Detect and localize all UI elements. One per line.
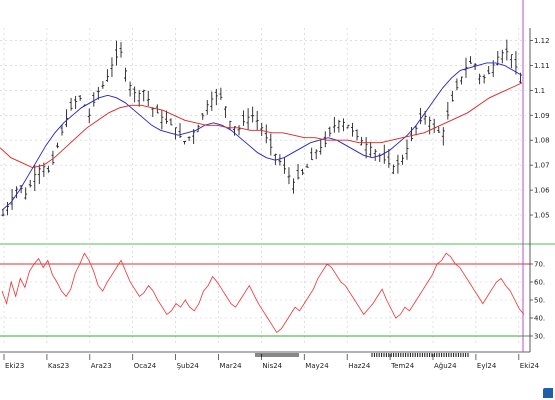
main-panel-grid bbox=[0, 28, 526, 240]
price-bars bbox=[1, 39, 522, 217]
y-tick-label: 1.05 bbox=[534, 212, 550, 220]
x-tick-label: Tem24 bbox=[390, 362, 415, 370]
osc-y-tick-label: 30. bbox=[534, 333, 545, 341]
y-tick-label: 1.06 bbox=[534, 187, 550, 195]
y-tick-label: 1.1 bbox=[534, 87, 545, 95]
osc-y-tick-label: 70. bbox=[534, 261, 545, 269]
oscillator-lines bbox=[1, 252, 525, 333]
oscillator-panel-grid bbox=[0, 246, 530, 345]
x-tick-label: Mar24 bbox=[220, 362, 243, 370]
x-tick-label: Eki24 bbox=[520, 362, 540, 370]
ma-long-line bbox=[0, 82, 523, 169]
x-tick-label: May24 bbox=[305, 362, 329, 370]
osc-y-tick-label: 60. bbox=[534, 279, 545, 287]
x-tick-label: Ağu24 bbox=[434, 362, 457, 370]
osc-y-tick-label: 50. bbox=[534, 297, 545, 305]
y-tick-label: 1.12 bbox=[534, 37, 550, 45]
moving-averages bbox=[0, 62, 523, 211]
ma-short-line bbox=[1, 62, 523, 211]
x-tick-label: Nis24 bbox=[262, 362, 282, 370]
x-tick-label: Haz24 bbox=[348, 362, 371, 370]
chart-axes: 1.05 1.06 1.07 1.08 1.09 1.1 1.11 1.12 30. 40. 50.… bbox=[0, 28, 555, 353]
x-tick-label: Eyl24 bbox=[477, 362, 497, 370]
osc-y-tick-label: 40. bbox=[534, 315, 545, 323]
x-tick-label: Eki23 bbox=[5, 362, 24, 370]
x-tick-label: Şub24 bbox=[177, 362, 200, 370]
y-tick-label: 1.11 bbox=[534, 62, 550, 70]
y-tick-label: 1.09 bbox=[534, 112, 550, 120]
y-tick-label: 1.08 bbox=[534, 137, 550, 145]
x-tick-label: Ara23 bbox=[91, 362, 112, 370]
y-tick-label: 1.07 bbox=[534, 162, 550, 170]
x-tick-label: Oca24 bbox=[134, 362, 157, 370]
metatrader-logo-icon bbox=[543, 388, 553, 398]
oscillator-line bbox=[1, 252, 525, 333]
x-axis-labels: Eki23 Kas23 Ara23 Oca24 Şub24 Mar24 Nis24 May24… bbox=[3, 353, 540, 370]
x-tick-label: Kas23 bbox=[48, 362, 69, 370]
